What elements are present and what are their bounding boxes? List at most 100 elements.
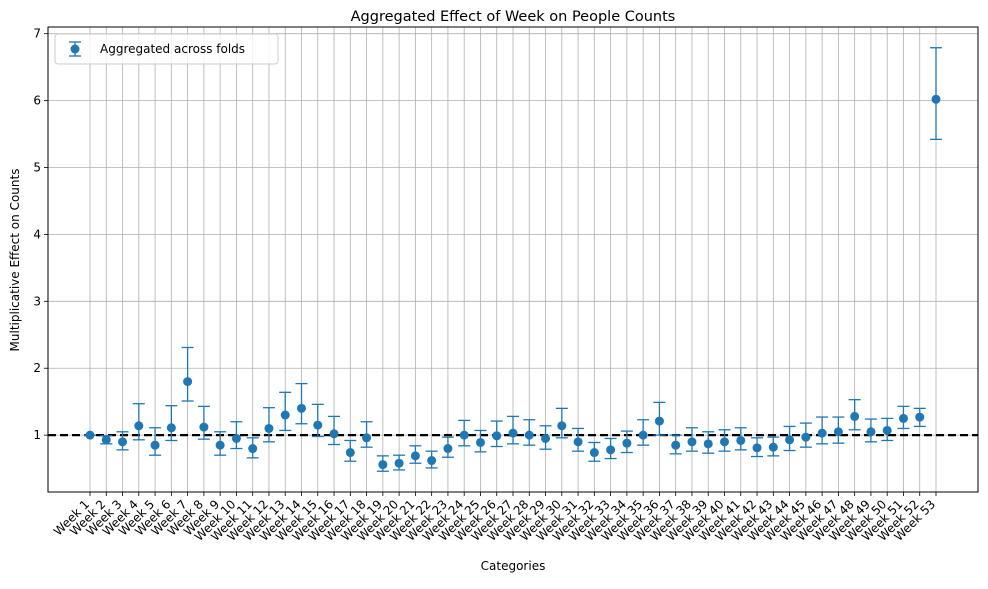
data-point xyxy=(134,421,144,431)
data-point xyxy=(606,445,616,455)
data-point-group xyxy=(539,425,552,450)
legend-frame xyxy=(54,33,279,65)
data-point xyxy=(443,444,453,454)
data-point xyxy=(508,428,518,438)
data-point xyxy=(703,439,713,449)
y-tick-label: 6 xyxy=(33,94,41,108)
y-axis-label: Multiplicative Effect on Counts xyxy=(8,169,22,352)
data-point-group xyxy=(864,418,877,443)
data-point-group xyxy=(718,429,731,452)
data-point-group xyxy=(816,416,829,445)
data-point xyxy=(345,448,355,458)
data-point xyxy=(671,440,681,450)
data-point-group xyxy=(572,427,585,452)
data-point xyxy=(850,411,860,421)
data-point-group xyxy=(100,435,113,445)
y-tick-label: 2 xyxy=(33,361,41,375)
data-point xyxy=(199,422,209,432)
data-point-group xyxy=(425,450,438,469)
data-point-group xyxy=(783,425,796,452)
data-point xyxy=(166,423,176,433)
data-point-group xyxy=(523,419,536,446)
chart-title: Aggregated Effect of Week on People Coun… xyxy=(351,9,676,25)
data-point-group xyxy=(620,430,633,454)
data-point xyxy=(427,456,437,466)
data-point xyxy=(394,458,404,468)
y-tick-label: 1 xyxy=(33,428,41,442)
data-point-group xyxy=(344,439,357,462)
data-point xyxy=(118,437,128,447)
data-point-group xyxy=(458,419,471,447)
data-point xyxy=(898,413,908,423)
data-point xyxy=(541,433,551,443)
data-point-group xyxy=(295,382,308,425)
data-point-group xyxy=(262,407,275,443)
data-point-group xyxy=(685,427,698,452)
y-tick-label: 5 xyxy=(33,161,41,175)
data-point-group xyxy=(913,407,926,428)
data-point xyxy=(638,430,648,440)
data-point-group xyxy=(848,399,861,431)
data-point xyxy=(475,437,485,447)
data-point xyxy=(231,433,241,443)
data-point-group xyxy=(230,421,243,450)
data-point xyxy=(833,427,843,437)
data-point xyxy=(297,403,306,413)
data-point xyxy=(573,437,583,447)
data-point xyxy=(687,437,697,447)
data-point xyxy=(459,430,469,440)
data-marks-layer xyxy=(84,47,942,472)
data-point-group xyxy=(311,403,324,438)
x-axis-label: Categories xyxy=(481,559,546,573)
data-point xyxy=(313,420,323,430)
data-point-group xyxy=(214,431,227,456)
data-point xyxy=(215,440,225,450)
data-point xyxy=(882,425,892,435)
y-tick-label: 7 xyxy=(33,27,41,41)
data-point xyxy=(915,412,925,422)
data-point xyxy=(85,430,95,440)
data-point-group xyxy=(246,437,259,459)
data-point xyxy=(817,428,827,438)
data-point-group xyxy=(181,346,194,402)
legend: Aggregated across folds xyxy=(54,33,279,65)
data-point xyxy=(492,431,502,441)
data-point-group xyxy=(441,436,454,458)
data-point-group xyxy=(734,427,747,451)
data-point-group xyxy=(555,407,568,439)
data-point-group xyxy=(637,419,650,446)
data-point xyxy=(362,433,372,443)
data-point xyxy=(378,460,388,470)
data-point xyxy=(329,429,339,439)
data-point-group xyxy=(84,430,96,440)
data-point xyxy=(736,435,746,445)
data-point xyxy=(557,421,567,431)
data-point xyxy=(410,451,420,461)
data-point xyxy=(931,94,941,104)
data-point-group xyxy=(490,420,503,448)
data-point xyxy=(101,435,111,445)
data-point xyxy=(589,448,599,458)
data-point-group xyxy=(328,415,341,446)
y-tick-label: 3 xyxy=(33,294,41,308)
data-point xyxy=(752,443,762,453)
data-point-group xyxy=(881,417,894,442)
data-point xyxy=(622,438,632,448)
data-point xyxy=(768,442,778,452)
data-point-group xyxy=(507,415,519,445)
data-point-group xyxy=(669,434,682,455)
data-point-group xyxy=(702,431,715,454)
data-point-group xyxy=(604,437,617,460)
data-point xyxy=(524,430,534,440)
data-point-group xyxy=(930,47,942,141)
data-point-group xyxy=(474,429,487,453)
y-axis-ticks: 1 2 3 4 5 6 7 xyxy=(33,27,48,442)
data-point xyxy=(654,416,664,426)
data-point-group xyxy=(376,455,389,472)
data-point-group xyxy=(393,454,406,471)
data-point-group xyxy=(653,401,666,436)
data-point-group xyxy=(149,427,162,456)
y-tick-label: 4 xyxy=(33,227,41,241)
